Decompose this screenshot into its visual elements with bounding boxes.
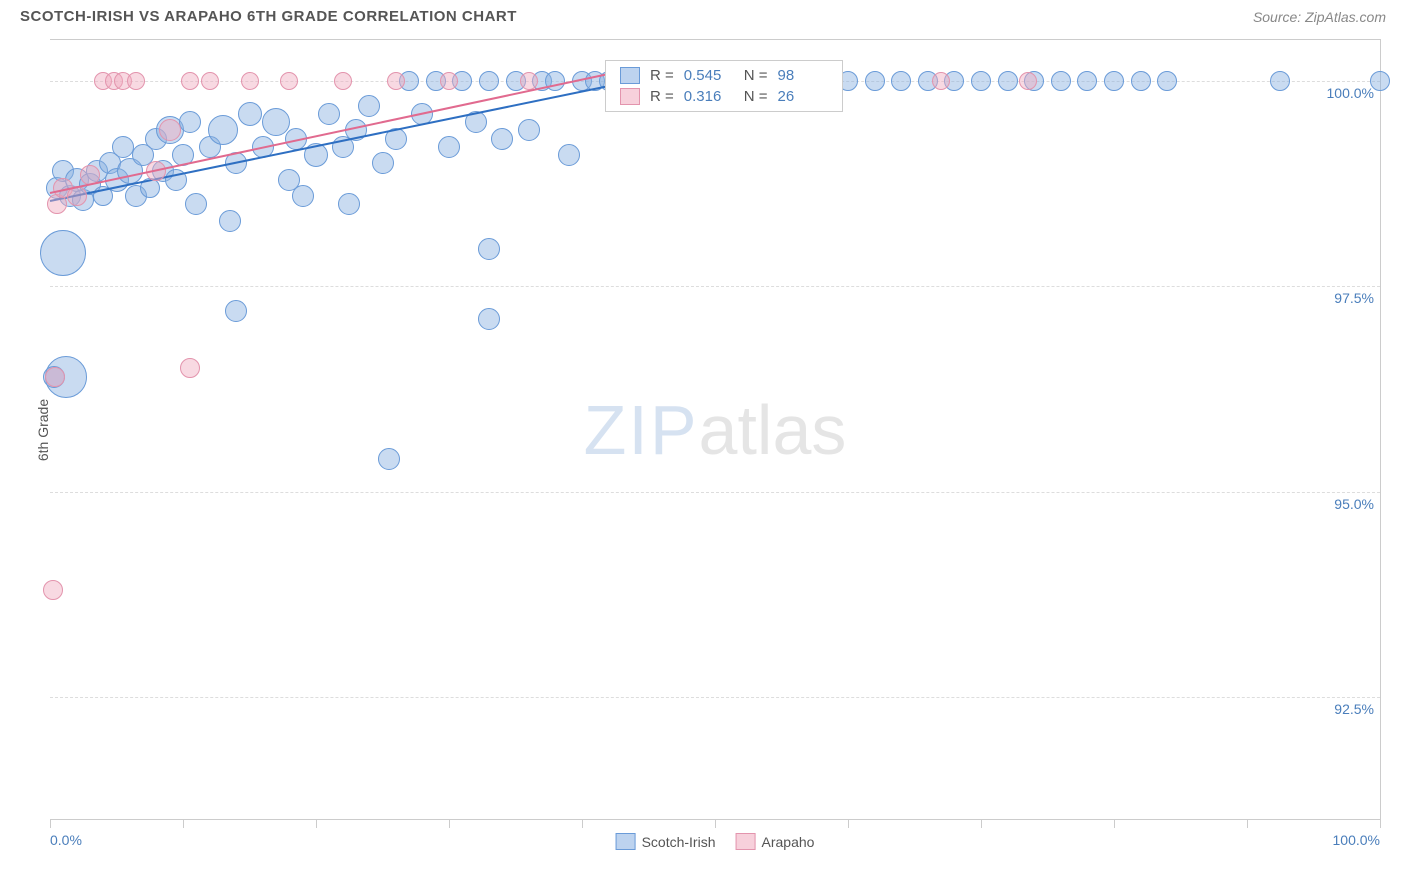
r-value: 0.316 bbox=[684, 88, 734, 105]
legend-swatch-icon bbox=[620, 88, 640, 105]
data-point bbox=[438, 136, 460, 158]
data-point bbox=[478, 308, 500, 330]
y-tick-label: 100.0% bbox=[1327, 85, 1374, 101]
r-label: R = bbox=[650, 67, 674, 84]
n-value: 98 bbox=[778, 67, 828, 84]
data-point bbox=[159, 119, 181, 141]
gridline bbox=[50, 286, 1380, 287]
gridline bbox=[50, 697, 1380, 698]
y-axis-label: 6th Grade bbox=[35, 399, 51, 461]
data-point bbox=[998, 71, 1018, 91]
legend-swatch-icon bbox=[616, 833, 636, 850]
legend-swatch-icon bbox=[620, 67, 640, 84]
data-point bbox=[558, 144, 580, 166]
data-point bbox=[1019, 72, 1037, 90]
data-point bbox=[358, 95, 380, 117]
data-point bbox=[1051, 71, 1071, 91]
r-value: 0.545 bbox=[684, 67, 734, 84]
data-point bbox=[971, 71, 991, 91]
data-point bbox=[292, 185, 314, 207]
x-tick bbox=[50, 820, 51, 828]
data-point bbox=[208, 115, 238, 145]
x-tick bbox=[316, 820, 317, 828]
data-point bbox=[180, 358, 200, 378]
data-point bbox=[179, 111, 201, 133]
x-tick bbox=[981, 820, 982, 828]
legend-item: Arapaho bbox=[735, 833, 814, 850]
x-tick bbox=[1114, 820, 1115, 828]
correlation-stats-box: R = 0.545 N = 98 R = 0.316 N = 26 bbox=[605, 60, 843, 112]
data-point bbox=[520, 72, 538, 90]
stats-row: R = 0.545 N = 98 bbox=[606, 65, 842, 86]
x-tick-label: 0.0% bbox=[50, 832, 82, 848]
data-point bbox=[43, 580, 63, 600]
legend-item: Scotch-Irish bbox=[616, 833, 716, 850]
data-point bbox=[1370, 71, 1390, 91]
n-value: 26 bbox=[778, 88, 828, 105]
x-tick-label: 100.0% bbox=[1333, 832, 1380, 848]
data-point bbox=[338, 193, 360, 215]
data-point bbox=[378, 448, 400, 470]
x-tick bbox=[183, 820, 184, 828]
data-point bbox=[518, 119, 540, 141]
data-point bbox=[225, 300, 247, 322]
data-point bbox=[201, 72, 219, 90]
legend: Scotch-Irish Arapaho bbox=[616, 833, 815, 850]
chart-title: SCOTCH-IRISH VS ARAPAHO 6TH GRADE CORREL… bbox=[20, 8, 517, 25]
data-point bbox=[45, 367, 65, 387]
chart-header: SCOTCH-IRISH VS ARAPAHO 6TH GRADE CORREL… bbox=[0, 0, 1406, 29]
x-tick bbox=[1247, 820, 1248, 828]
x-tick bbox=[1380, 820, 1381, 828]
x-tick bbox=[848, 820, 849, 828]
chart-container: 6th Grade 100.0%97.5%95.0%92.5%0.0%100.0… bbox=[50, 39, 1381, 820]
data-point bbox=[1104, 71, 1124, 91]
legend-swatch-icon bbox=[735, 833, 755, 850]
data-point bbox=[478, 238, 500, 260]
data-point bbox=[238, 102, 262, 126]
data-point bbox=[479, 71, 499, 91]
y-tick-label: 92.5% bbox=[1334, 701, 1374, 717]
data-point bbox=[372, 152, 394, 174]
y-tick-label: 97.5% bbox=[1334, 290, 1374, 306]
legend-label: Scotch-Irish bbox=[642, 834, 716, 850]
y-tick-label: 95.0% bbox=[1334, 496, 1374, 512]
data-point bbox=[318, 103, 340, 125]
data-point bbox=[334, 72, 352, 90]
data-point bbox=[891, 71, 911, 91]
plot-area: 100.0%97.5%95.0%92.5%0.0%100.0% bbox=[50, 40, 1380, 820]
data-point bbox=[932, 72, 950, 90]
data-point bbox=[181, 72, 199, 90]
data-point bbox=[1157, 71, 1177, 91]
data-point bbox=[865, 71, 885, 91]
data-point bbox=[440, 72, 458, 90]
legend-label: Arapaho bbox=[761, 834, 814, 850]
x-tick bbox=[449, 820, 450, 828]
data-point bbox=[40, 230, 86, 276]
data-point bbox=[219, 210, 241, 232]
stats-row: R = 0.316 N = 26 bbox=[606, 86, 842, 107]
data-point bbox=[1270, 71, 1290, 91]
n-label: N = bbox=[744, 67, 768, 84]
data-point bbox=[112, 136, 134, 158]
n-label: N = bbox=[744, 88, 768, 105]
data-point bbox=[1131, 71, 1151, 91]
gridline bbox=[50, 492, 1380, 493]
data-point bbox=[280, 72, 298, 90]
data-point bbox=[127, 72, 145, 90]
data-point bbox=[387, 72, 405, 90]
x-tick bbox=[582, 820, 583, 828]
data-point bbox=[185, 193, 207, 215]
data-point bbox=[491, 128, 513, 150]
r-label: R = bbox=[650, 88, 674, 105]
data-point bbox=[241, 72, 259, 90]
data-point bbox=[545, 71, 565, 91]
x-tick bbox=[715, 820, 716, 828]
source-attribution: Source: ZipAtlas.com bbox=[1253, 9, 1386, 25]
data-point bbox=[1077, 71, 1097, 91]
